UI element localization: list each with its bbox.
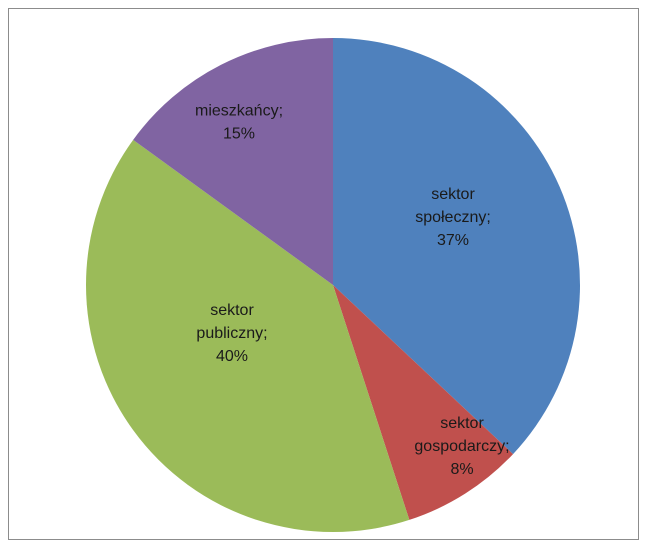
pie-slice-0 xyxy=(333,38,580,455)
slice-label-3-line-1: 15% xyxy=(223,126,255,143)
pie-slice-2 xyxy=(85,139,410,532)
slice-label-0-line-1: społeczny; xyxy=(415,209,491,226)
slice-label-1-line-1: gospodarczy; xyxy=(414,438,509,455)
pie-slice-3 xyxy=(133,38,333,285)
pie-slice-1 xyxy=(333,285,514,520)
slice-label-0-line-2: 37% xyxy=(437,232,469,249)
slice-label-1-line-0: sektor xyxy=(440,415,484,432)
slice-label-0-line-0: sektor xyxy=(431,186,475,203)
slice-label-2-line-1: publiczny; xyxy=(196,325,267,342)
slice-label-3-line-0: mieszkańcy; xyxy=(195,103,283,120)
slice-label-2-line-2: 40% xyxy=(216,348,248,365)
slice-label-2-line-0: sektor xyxy=(210,302,254,319)
slice-label-1-line-2: 8% xyxy=(450,461,473,478)
